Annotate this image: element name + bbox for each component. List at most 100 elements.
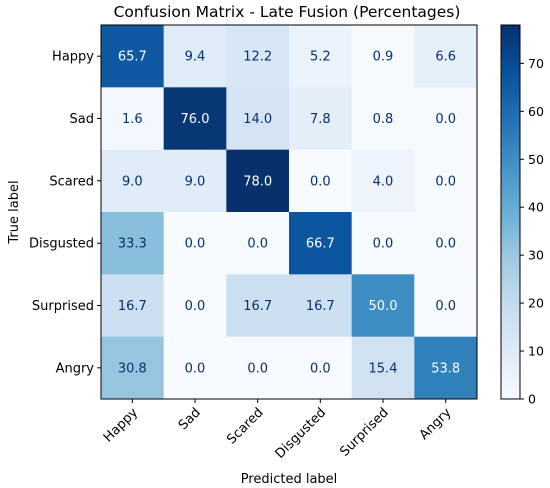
colorbar: 0 10 20 30 40 50 60 70 [500,24,544,407]
heatmap-cell [289,336,353,400]
heatmap-cell [351,212,415,275]
cell-value-label: 0.0 [435,237,456,252]
x-tick-label: Sad [176,405,204,433]
cell-value-label: 5.2 [310,50,331,65]
heatmap-cell [289,87,353,151]
heatmap-cell [289,25,353,88]
heatmap-cell [414,25,478,88]
heatmap-cell [163,212,227,275]
y-tick-label: Disgusted [29,237,94,252]
cell-value-label: 6.6 [435,50,456,65]
plot-frame [100,24,478,400]
cell-value-label: 7.8 [310,112,331,127]
y-tick-label: Surprised [32,299,94,314]
heatmap-cell [414,87,478,151]
cell-value-label: 4.0 [373,174,394,189]
heatmap-cell [351,149,415,213]
cell-value-label: 0.0 [435,174,456,189]
y-tick-label: Sad [70,112,94,127]
heatmap-cell [163,274,227,338]
x-tick-label: Scared [224,405,266,447]
heatmap-cell [289,274,353,338]
chart-title: Confusion Matrix - Late Fusion (Percenta… [114,3,461,21]
colorbar-tick-label: 60 [528,104,544,119]
colorbar-tick-label: 0 [528,392,536,407]
heatmap-cell [226,87,290,151]
heatmap-cell [414,336,478,400]
cell-value-label: 65.7 [118,50,147,65]
cell-value-label: 0.0 [185,299,206,314]
cell-value-label: 30.8 [118,361,147,376]
cell-value-label: 0.0 [247,237,268,252]
cell-value-label: 0.0 [185,361,206,376]
cell-value-label: 16.7 [243,299,272,314]
colorbar-tick-label: 50 [528,152,544,167]
colorbar-tick-label: 20 [528,296,544,311]
heatmap-cell [289,149,353,213]
cell-value-label: 0.0 [310,361,331,376]
heatmap-cell [163,25,227,88]
y-axis-label: True label [7,180,22,244]
x-axis-label: Predicted label [241,472,338,487]
cell-value-label: 0.0 [435,299,456,314]
cell-value-label: 0.0 [310,174,331,189]
cell-value-label: 1.6 [122,112,143,127]
cell-value-label: 66.7 [306,237,335,252]
heatmap-cell [226,25,290,88]
colorbar-gradient [501,25,520,399]
cell-value-label: 9.0 [122,174,143,189]
heatmap-cell [101,87,165,151]
x-tick-label: Disgusted [273,405,330,462]
cell-value-label: 0.0 [247,361,268,376]
heatmap-cell [163,149,227,213]
colorbar-tick-label: 70 [528,56,544,71]
x-tick-label: Surprised [337,405,392,460]
heatmap-cell [351,336,415,400]
cell-value-label: 53.8 [431,361,460,376]
heatmap-cell [289,212,353,275]
cell-value-label: 0.0 [435,112,456,127]
heatmap-cell [101,274,165,338]
cell-value-label: 15.4 [369,361,398,376]
y-tick-label: Angry [56,361,95,376]
heatmap-cell [226,336,290,400]
colorbar-tick-label: 40 [528,200,544,215]
x-axis-ticks: Happy Sad Scared Disgusted Surprised Angry [101,399,455,462]
colorbar-tick-label: 30 [528,248,544,263]
cell-value-label: 0.9 [373,50,394,65]
heatmap-cell [414,149,478,213]
heatmap-cell [101,25,165,88]
heatmap-cell [163,87,227,151]
cell-value-label: 50.0 [369,299,398,314]
heatmap-cell [101,149,165,213]
heatmap-cell [414,274,478,338]
cell-value-label: 12.2 [243,50,272,65]
cell-value-label: 0.8 [373,112,394,127]
cell-value-label: 76.0 [181,112,210,127]
cell-value-label: 14.0 [243,112,272,127]
heatmap-cell [101,336,165,400]
heatmap-cell [101,212,165,275]
heatmap-cell [414,212,478,275]
heatmap-cell [163,336,227,400]
cell-value-label: 9.0 [185,174,206,189]
x-tick-label: Angry [417,405,455,443]
heatmap-cell [226,274,290,338]
heatmap-cells: 65.7 9.4 12.2 5.2 0.9 6.6 1.6 76.0 14.0 7.8 0.8 0.0… [101,25,478,400]
cell-value-label: 78.0 [243,174,272,189]
cell-value-label: 0.0 [373,237,394,252]
heatmap-cell [351,25,415,88]
heatmap-cell [226,149,290,213]
heatmap-cell [351,274,415,338]
colorbar-frame [500,24,521,400]
colorbar-tick-label: 10 [528,344,544,359]
heatmap-cell [226,212,290,275]
cell-value-label: 16.7 [118,299,147,314]
cell-value-label: 16.7 [306,299,335,314]
heatmap-cell [351,87,415,151]
y-axis-ticks: Happy Sad Scared Disgusted Surprised Angry [29,50,101,376]
y-tick-label: Scared [49,174,94,189]
cell-value-label: 0.0 [185,237,206,252]
